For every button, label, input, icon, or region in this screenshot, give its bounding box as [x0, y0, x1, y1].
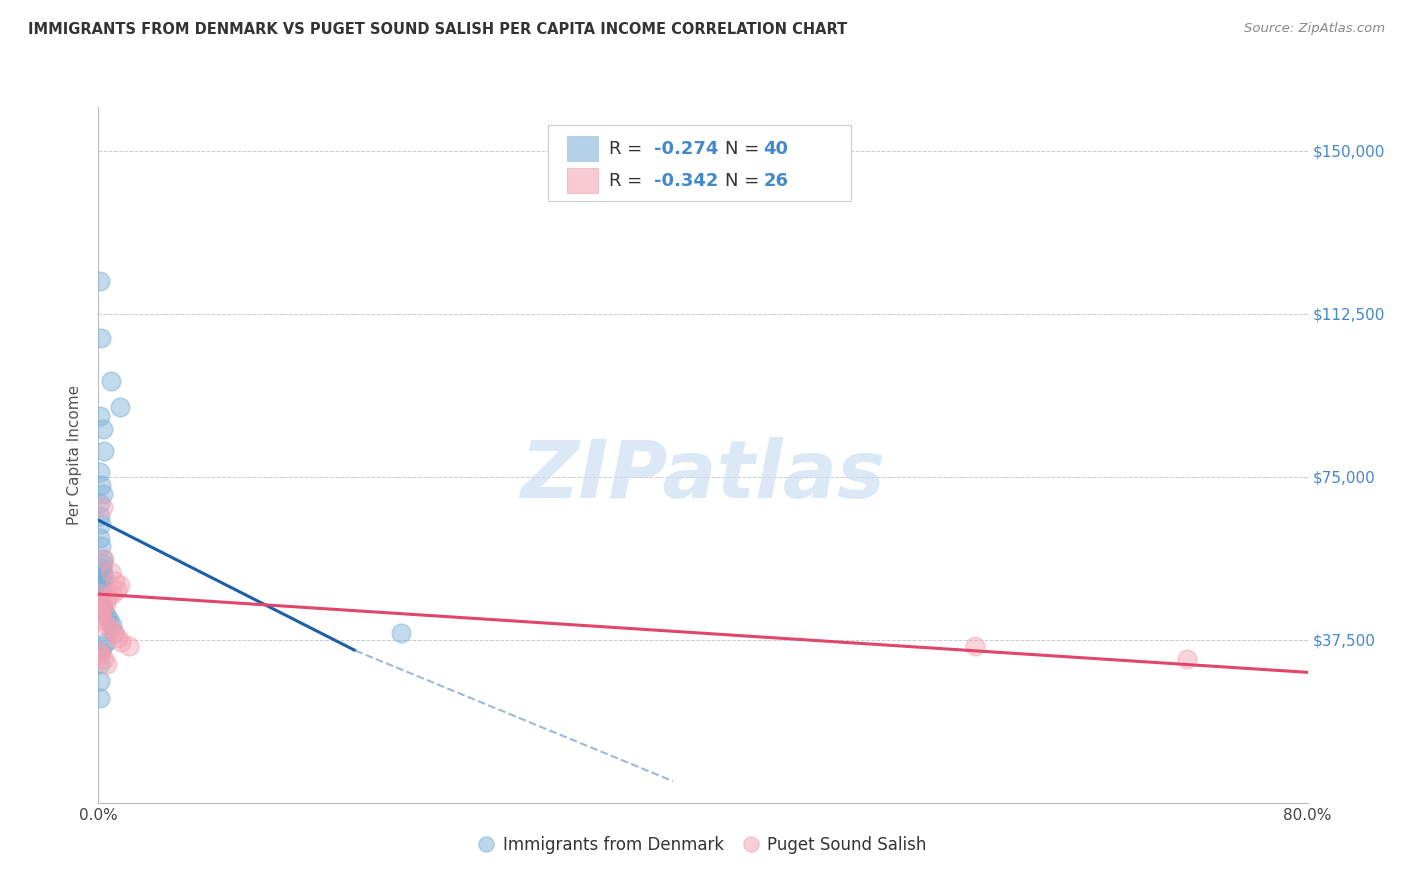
Point	[108, 400, 131, 414]
Point	[90, 578, 112, 592]
Point	[90, 330, 112, 344]
Point	[90, 582, 112, 597]
Point	[90, 574, 112, 588]
Text: Source: ZipAtlas.com: Source: ZipAtlas.com	[1244, 22, 1385, 36]
Point	[89, 496, 111, 510]
Point	[103, 626, 125, 640]
Point	[91, 566, 114, 580]
Point	[96, 608, 118, 623]
Point	[90, 517, 112, 532]
Text: N =: N =	[725, 140, 765, 158]
Point	[90, 561, 112, 575]
Y-axis label: Per Capita Income: Per Capita Income	[67, 384, 83, 525]
Point	[91, 613, 114, 627]
Point	[118, 639, 141, 653]
Text: 26: 26	[763, 172, 789, 190]
Point	[101, 587, 124, 601]
Point	[100, 622, 122, 636]
Point	[89, 657, 111, 671]
Point	[89, 587, 111, 601]
Point	[93, 652, 115, 666]
Point	[96, 657, 118, 671]
Point	[91, 552, 114, 566]
Point	[89, 691, 111, 706]
Point	[94, 635, 117, 649]
Point	[98, 613, 121, 627]
Point	[89, 531, 111, 545]
Text: N =: N =	[725, 172, 765, 190]
Point	[91, 422, 114, 436]
Point	[90, 643, 112, 657]
Point	[108, 578, 131, 592]
Point	[91, 557, 114, 571]
Point	[91, 487, 114, 501]
Point	[89, 409, 111, 423]
Point	[94, 596, 117, 610]
Point	[90, 478, 112, 492]
Point	[91, 600, 114, 615]
Point	[89, 608, 111, 623]
Point	[89, 643, 111, 657]
Point	[100, 566, 122, 580]
Point	[93, 443, 115, 458]
Point	[389, 626, 412, 640]
Point	[89, 274, 111, 288]
Point	[89, 466, 111, 480]
Point	[96, 591, 118, 606]
Point	[1175, 652, 1198, 666]
Point	[91, 500, 114, 514]
Point	[93, 605, 115, 619]
Point	[89, 674, 111, 689]
Point	[91, 574, 114, 588]
Point	[100, 374, 122, 388]
Point	[110, 635, 132, 649]
Point	[107, 631, 129, 645]
Point	[91, 600, 114, 615]
Point	[90, 596, 112, 610]
Point	[91, 639, 114, 653]
Point	[93, 552, 115, 566]
Point	[90, 539, 112, 553]
Text: R =: R =	[609, 140, 648, 158]
Text: ZIPatlas: ZIPatlas	[520, 437, 886, 515]
Point	[94, 617, 117, 632]
Point	[90, 587, 112, 601]
Text: -0.274: -0.274	[654, 140, 718, 158]
Point	[93, 570, 115, 584]
Point	[90, 605, 112, 619]
Legend: Immigrants from Denmark, Puget Sound Salish: Immigrants from Denmark, Puget Sound Sal…	[472, 830, 934, 861]
Point	[103, 626, 125, 640]
Point	[89, 508, 111, 523]
Text: IMMIGRANTS FROM DENMARK VS PUGET SOUND SALISH PER CAPITA INCOME CORRELATION CHAR: IMMIGRANTS FROM DENMARK VS PUGET SOUND S…	[28, 22, 848, 37]
Text: 40: 40	[763, 140, 789, 158]
Text: -0.342: -0.342	[654, 172, 718, 190]
Point	[965, 639, 987, 653]
Point	[105, 582, 128, 597]
Point	[101, 617, 124, 632]
Point	[90, 648, 112, 662]
Point	[104, 574, 127, 588]
Text: R =: R =	[609, 172, 648, 190]
Point	[89, 591, 111, 606]
